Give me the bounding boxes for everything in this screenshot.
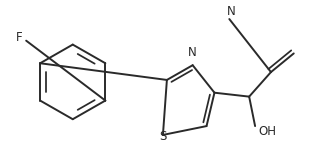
Text: N: N <box>188 46 197 59</box>
Text: N: N <box>227 5 236 18</box>
Text: F: F <box>16 31 23 44</box>
Text: S: S <box>159 130 166 143</box>
Text: OH: OH <box>258 125 276 138</box>
